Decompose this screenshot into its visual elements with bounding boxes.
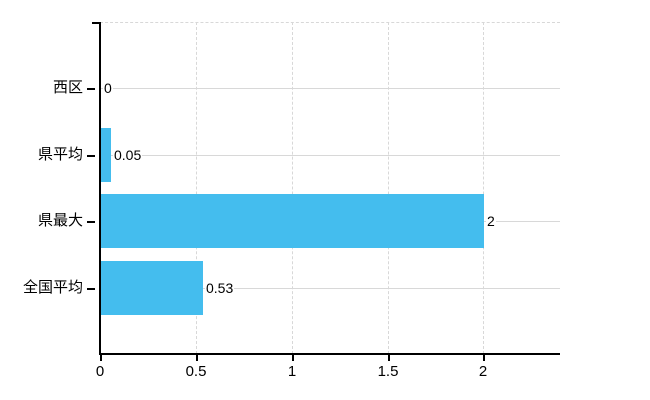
- x-tick-label: 1: [287, 363, 297, 380]
- plot-top-border: [100, 22, 560, 23]
- category-label: 県平均: [37, 146, 83, 163]
- y-axis-line: [99, 22, 101, 355]
- x-tick: [483, 355, 485, 361]
- category-label: 県最大: [37, 212, 83, 229]
- grid-hline: [100, 288, 560, 289]
- grid-hline: [100, 88, 560, 89]
- x-tick-label: 2: [478, 363, 488, 380]
- x-tick-label: 0: [95, 363, 105, 380]
- bar-value-label: 0.53: [205, 280, 235, 296]
- y-tick: [87, 88, 95, 90]
- bar-value-label: 0.05: [113, 147, 143, 163]
- x-tick: [292, 355, 294, 361]
- bar: [101, 128, 111, 182]
- x-tick: [196, 355, 198, 361]
- grid-hline: [100, 155, 560, 156]
- grid-vline: [292, 22, 293, 354]
- grid-vline: [483, 22, 484, 354]
- category-label: 西区: [52, 79, 83, 96]
- x-tick: [100, 355, 102, 361]
- bar-value-label: 2: [486, 213, 496, 229]
- bar-value-label: 0: [103, 80, 113, 96]
- y-tick: [87, 288, 95, 290]
- grid-vline: [388, 22, 389, 354]
- x-tick-label: 1.5: [377, 363, 399, 380]
- grid-vline: [196, 22, 197, 354]
- x-axis-line: [99, 353, 560, 355]
- bar: [101, 261, 203, 315]
- bar: [101, 194, 484, 248]
- x-tick: [388, 355, 390, 361]
- y-tick: [87, 155, 95, 157]
- x-tick-label: 0.5: [185, 363, 207, 380]
- y-axis-top-tick: [92, 22, 100, 24]
- category-label: 全国平均: [22, 279, 83, 296]
- y-tick: [87, 221, 95, 223]
